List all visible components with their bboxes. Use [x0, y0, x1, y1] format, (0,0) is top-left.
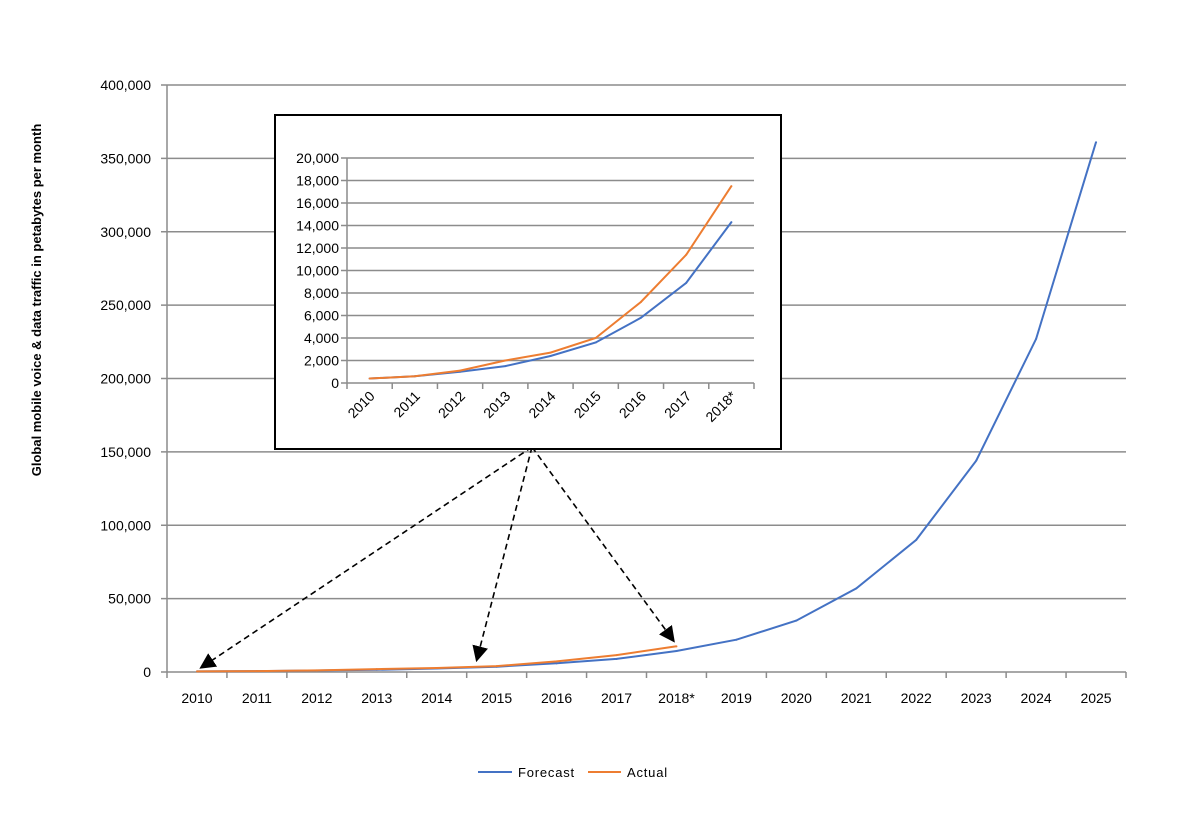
data-point-forecast — [615, 657, 618, 660]
data-point-forecast — [685, 281, 688, 284]
data-point-actual — [195, 670, 198, 673]
data-point-forecast — [555, 662, 558, 665]
data-point-forecast — [549, 355, 552, 357]
y-tick-label: 300,000 — [100, 224, 151, 240]
y-tick-label: 16,000 — [296, 195, 339, 211]
data-point-forecast — [1035, 337, 1038, 340]
data-point-actual — [255, 670, 258, 673]
data-point-forecast — [639, 316, 642, 319]
y-tick-label: 4,000 — [304, 330, 339, 346]
x-tick-label: 2025 — [1080, 690, 1111, 706]
y-tick-label: 8,000 — [304, 285, 339, 301]
y-tick-label: 12,000 — [296, 240, 339, 256]
y-tick-label: 50,000 — [108, 591, 151, 607]
x-tick-label: 2020 — [781, 690, 812, 706]
y-tick-label: 400,000 — [100, 77, 151, 93]
data-point-actual — [675, 645, 678, 648]
data-point-actual — [368, 377, 371, 380]
x-tick-label: 2011 — [242, 690, 272, 706]
data-point-actual — [375, 668, 378, 671]
y-tick-label: 14,000 — [296, 218, 339, 234]
arrow-to-2015 — [472, 446, 533, 663]
data-point-forecast — [675, 650, 678, 653]
data-point-forecast — [594, 341, 597, 344]
y-tick-label: 0 — [331, 375, 339, 391]
arrow-to-2018 — [531, 446, 675, 643]
x-tick-label: 2021 — [841, 690, 872, 706]
data-point-actual — [639, 301, 642, 303]
data-point-forecast — [504, 365, 507, 368]
y-tick-label: 2,000 — [304, 353, 339, 369]
y-tick-label: 6,000 — [304, 308, 339, 324]
x-tick-label: 2017 — [601, 690, 632, 706]
x-tick-label: 2023 — [961, 690, 992, 706]
data-point-actual — [594, 337, 597, 339]
data-point-actual — [615, 654, 618, 657]
y-tick-label: 150,000 — [100, 444, 151, 460]
data-point-actual — [549, 351, 552, 354]
x-tick-label: 2024 — [1021, 690, 1052, 706]
x-tick-label: 2013 — [361, 690, 392, 706]
data-point-forecast — [795, 619, 798, 622]
x-tick-label: 2018* — [658, 690, 695, 706]
y-tick-label: 100,000 — [100, 517, 151, 533]
y-axis-label: Global mobile voice & data traffic in pe… — [29, 124, 44, 477]
inset-frame — [274, 114, 782, 450]
data-point-actual — [555, 660, 558, 663]
y-tick-label: 0 — [143, 664, 151, 680]
data-point-actual — [413, 375, 416, 378]
x-tick-label: 2014 — [421, 690, 452, 706]
legend-label-actual: Actual — [627, 765, 668, 780]
x-tick-label: 2019 — [721, 690, 752, 706]
legend: Forecast Actual — [478, 765, 668, 780]
data-point-forecast — [975, 459, 978, 462]
x-tick-label: 2022 — [901, 690, 932, 706]
data-point-actual — [685, 253, 688, 256]
y-tick-label: 10,000 — [296, 263, 339, 279]
arrow-to-2010 — [199, 446, 533, 669]
y-tick-label: 250,000 — [100, 297, 151, 313]
data-point-actual — [730, 185, 733, 188]
data-point-actual — [435, 667, 438, 670]
data-point-forecast — [735, 638, 738, 641]
data-point-forecast — [915, 538, 918, 541]
x-tick-label: 2010 — [181, 690, 212, 706]
data-point-forecast — [1095, 141, 1098, 144]
x-tick-label: 2016 — [541, 690, 572, 706]
y-tick-label: 350,000 — [100, 150, 151, 166]
data-point-forecast — [855, 587, 858, 590]
data-point-actual — [495, 665, 498, 668]
x-tick-label: 2012 — [301, 690, 332, 706]
data-point-actual — [459, 369, 462, 372]
y-tick-label: 20,000 — [296, 150, 339, 166]
y-tick-label: 18,000 — [296, 173, 339, 189]
data-point-actual — [504, 359, 507, 362]
data-point-actual — [315, 669, 318, 672]
legend-label-forecast: Forecast — [518, 765, 575, 780]
data-point-forecast — [730, 221, 733, 224]
x-tick-label: 2015 — [481, 690, 512, 706]
y-tick-label: 200,000 — [100, 371, 151, 387]
zoom-arrows — [199, 446, 675, 669]
